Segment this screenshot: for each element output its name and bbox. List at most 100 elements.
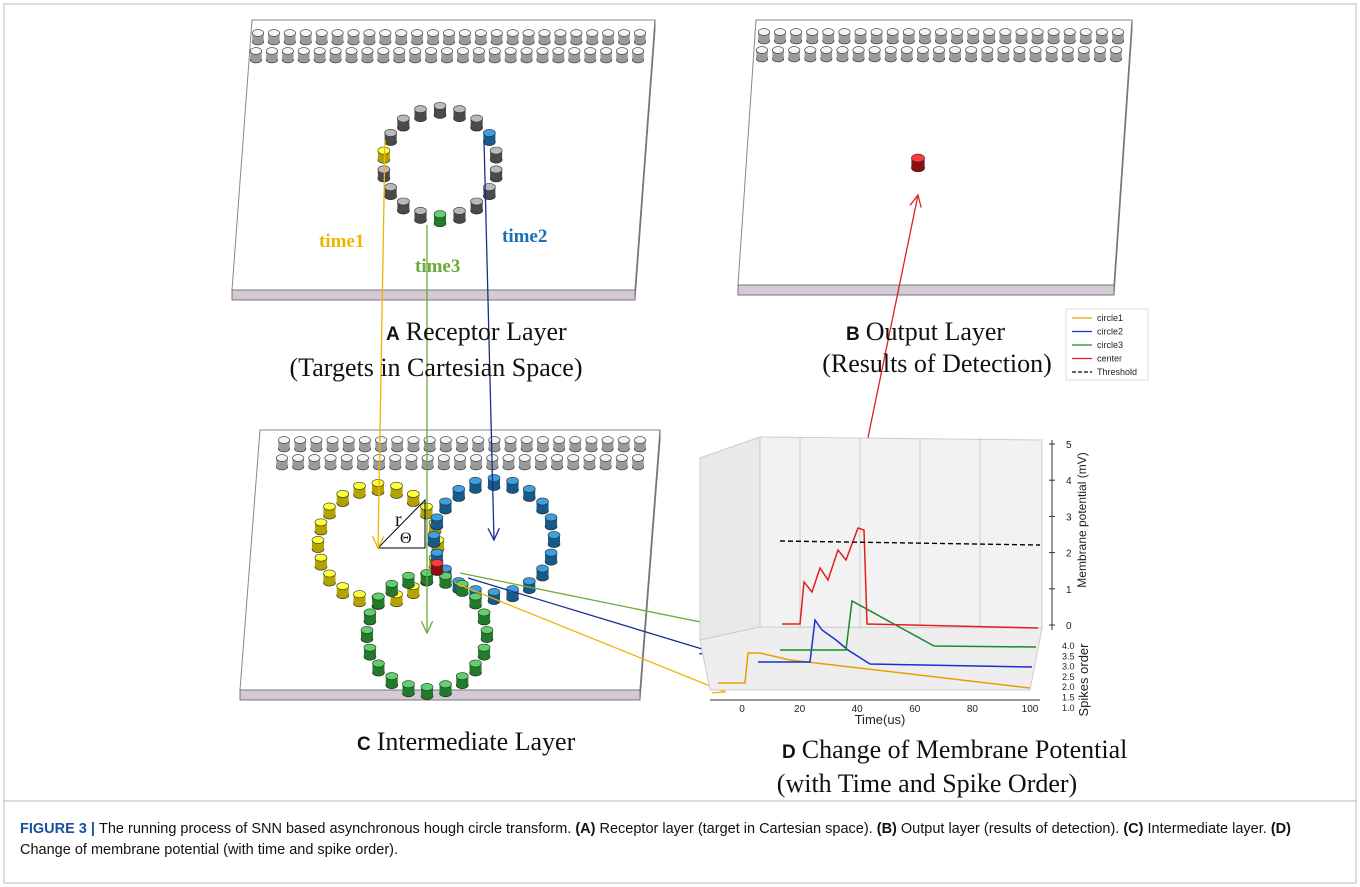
- cylinder: [820, 46, 833, 54]
- slab-side: [639, 429, 661, 701]
- cylinder: [372, 596, 385, 606]
- cylinder: [294, 440, 306, 449]
- cylinder: [314, 557, 327, 567]
- cylinder: [633, 436, 646, 444]
- cylinder: [911, 158, 925, 168]
- curve: [718, 652, 791, 684]
- cylinder: [363, 29, 376, 37]
- cylinder: [934, 28, 947, 36]
- cylinder: [900, 46, 913, 54]
- cylinder: [384, 129, 397, 137]
- cylinder: [586, 33, 598, 42]
- cylinder: [1078, 50, 1090, 59]
- cylinder: [312, 540, 324, 549]
- cylinder: [329, 51, 342, 60]
- cylinder: [585, 436, 598, 444]
- cylinder: [1079, 28, 1092, 36]
- cylinder: [774, 32, 786, 41]
- cylinder: [599, 454, 612, 462]
- cylinder: [633, 29, 646, 37]
- cylinder: [536, 47, 549, 55]
- cylinder: [439, 571, 452, 580]
- cylinder: [472, 436, 485, 444]
- cylinder: [407, 586, 420, 596]
- cylinder: [397, 197, 410, 206]
- cylinder: [276, 458, 288, 467]
- cylinder: [308, 458, 321, 467]
- cylinder: [347, 33, 360, 42]
- cylinder: [363, 647, 376, 657]
- cylinder: [313, 47, 326, 55]
- cylinder: [363, 33, 376, 42]
- cylinder: [1047, 32, 1060, 41]
- cylinder: [385, 583, 398, 593]
- cylinder: [284, 33, 296, 42]
- cylinder: [361, 47, 374, 55]
- arrow-head: [487, 527, 500, 542]
- illustration: [231, 19, 1149, 701]
- cylinder: [836, 50, 849, 59]
- cylinder: [455, 436, 468, 444]
- cylinder: [453, 454, 466, 462]
- cylinder: [615, 454, 628, 462]
- arrow-head: [420, 621, 434, 635]
- cylinder: [1110, 46, 1123, 54]
- panel-a-heading: A Receptor Layer: [386, 317, 567, 346]
- cylinder: [393, 47, 406, 55]
- cylinder: [836, 46, 849, 54]
- cylinder: [584, 47, 597, 55]
- cylinder: [469, 480, 482, 490]
- panel-letter: B: [846, 324, 860, 345]
- cylinder: [852, 46, 865, 54]
- label-r: r: [395, 509, 402, 531]
- legend-label: center: [1097, 354, 1122, 364]
- cylinder: [567, 454, 580, 462]
- cylinder: [363, 643, 377, 652]
- cylinder: [329, 47, 342, 55]
- cylinder: [453, 210, 466, 220]
- cylinder: [428, 535, 440, 544]
- cylinder: [469, 476, 482, 485]
- panel-title: Intermediate Layer: [377, 727, 576, 756]
- cylinder: [790, 28, 803, 36]
- cylinder: [535, 458, 547, 467]
- cylinder: [1031, 28, 1044, 36]
- cylinder: [551, 454, 564, 462]
- cylinder: [250, 51, 262, 60]
- slab-side: [634, 19, 656, 301]
- cylinder: [983, 32, 995, 41]
- legend-label: circle2: [1097, 327, 1123, 337]
- x-tick-label: 80: [967, 704, 979, 715]
- axis-label: Membrane potential (mV): [1075, 452, 1089, 587]
- cylinder: [430, 552, 443, 562]
- cylinder: [402, 575, 415, 585]
- caption-segment: (B): [876, 821, 897, 837]
- cylinder: [384, 187, 397, 197]
- cylinder: [385, 579, 399, 588]
- cylinder: [434, 214, 446, 224]
- x-tick-label: 0: [739, 704, 745, 715]
- cylinder: [457, 51, 469, 60]
- cylinder: [409, 47, 422, 55]
- cylinder: [363, 608, 377, 617]
- cylinder: [523, 581, 536, 591]
- cylinder: [453, 206, 466, 215]
- cylinder: [375, 436, 388, 444]
- cylinder: [1112, 32, 1124, 41]
- cylinder: [420, 683, 434, 691]
- y-tick-label: 1: [1066, 585, 1072, 596]
- label-time1: time1: [319, 231, 364, 252]
- cylinder: [518, 454, 531, 462]
- cylinder: [414, 105, 427, 114]
- cylinder: [586, 29, 599, 37]
- cylinder: [252, 33, 264, 42]
- slab-front: [231, 289, 636, 301]
- cylinder: [345, 47, 358, 55]
- pane: [699, 436, 761, 641]
- cylinder: [353, 481, 366, 490]
- cylinder: [602, 29, 615, 37]
- caption: FIGURE 3 | The running process of SNN ba…: [20, 819, 1340, 861]
- cylinder: [439, 684, 452, 694]
- cylinder: [788, 50, 800, 59]
